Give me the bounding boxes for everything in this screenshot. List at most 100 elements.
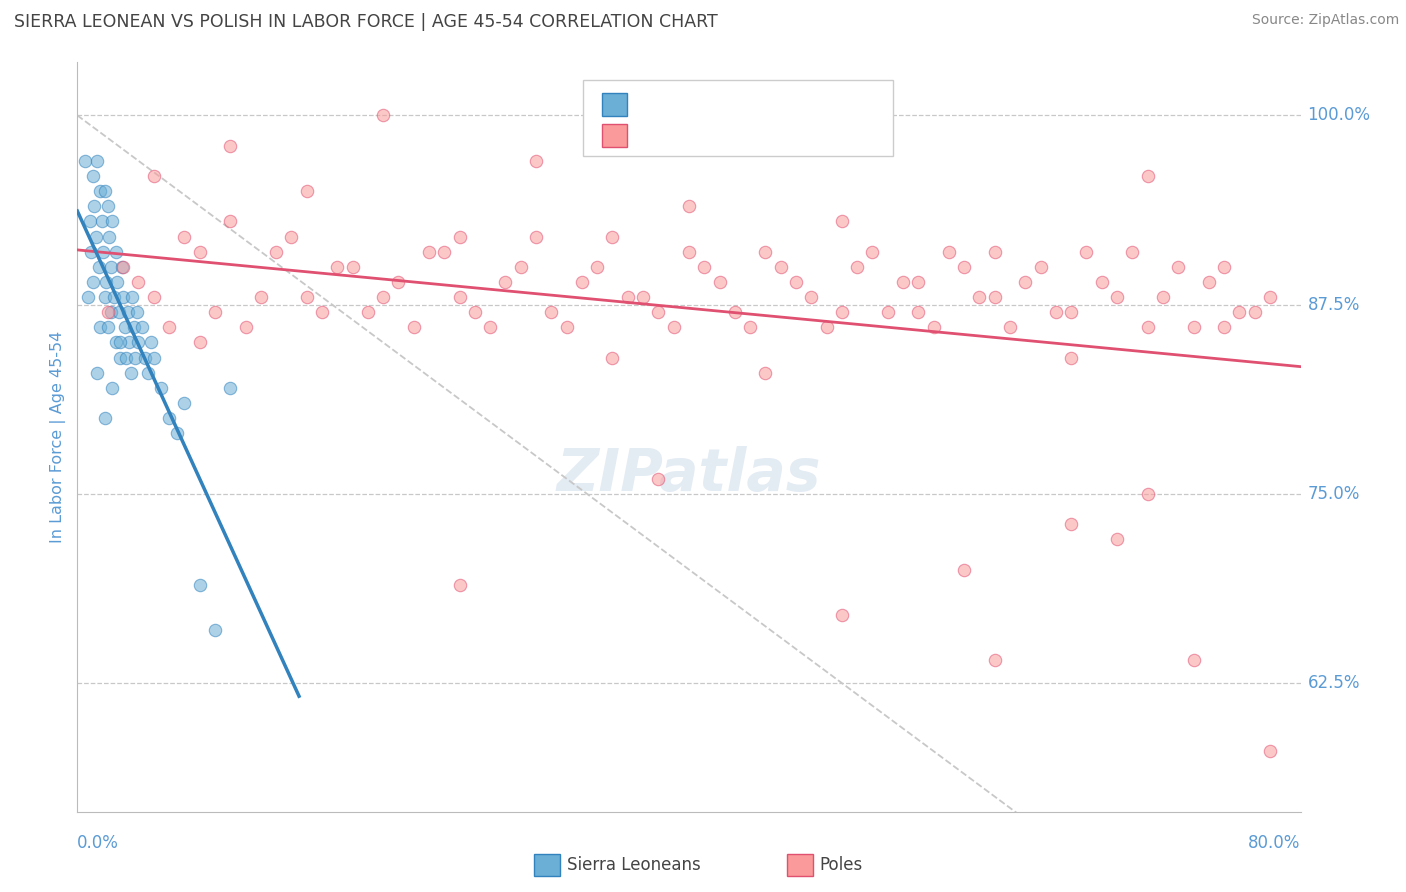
Point [449, 229, 471, 244]
Point [342, 260, 364, 274]
Point [1258, 744, 1281, 758]
Text: SIERRA LEONEAN VS POLISH IN LABOR FORCE | AGE 45-54 CORRELATION CHART: SIERRA LEONEAN VS POLISH IN LABOR FORCE … [14, 13, 718, 31]
Point [371, 290, 394, 304]
Point [83, 199, 105, 213]
Point [479, 320, 502, 334]
Point [295, 290, 318, 304]
Point [1121, 244, 1143, 259]
Point [86, 366, 108, 380]
Point [107, 305, 129, 319]
Point [311, 305, 333, 319]
Y-axis label: In Labor Force | Age 45-54: In Labor Force | Age 45-54 [51, 331, 66, 543]
Point [90, 214, 112, 228]
Point [89, 184, 111, 198]
Point [1060, 305, 1083, 319]
Point [1029, 260, 1052, 274]
Text: ZIPatlas: ZIPatlas [557, 446, 821, 503]
Text: 62.5%: 62.5% [1308, 674, 1360, 692]
Text: Poles: Poles [820, 856, 863, 874]
Point [449, 290, 471, 304]
Point [82, 169, 104, 183]
Point [79, 214, 101, 228]
Point [1182, 320, 1205, 334]
Point [219, 138, 242, 153]
Point [586, 260, 609, 274]
Point [115, 351, 138, 365]
Point [150, 381, 173, 395]
Point [139, 335, 162, 350]
Point [555, 320, 578, 334]
Point [173, 396, 195, 410]
Point [907, 275, 929, 289]
Point [94, 184, 117, 198]
Point [1229, 305, 1251, 319]
Point [166, 426, 188, 441]
Point [678, 244, 700, 259]
Point [134, 351, 156, 365]
Point [1014, 275, 1036, 289]
Text: -0.261: -0.261 [681, 95, 745, 113]
Point [984, 653, 1007, 667]
Point [969, 290, 991, 304]
Point [1182, 653, 1205, 667]
Point [94, 290, 117, 304]
Point [524, 153, 547, 168]
Point [104, 244, 127, 259]
Point [907, 305, 929, 319]
Point [449, 577, 471, 591]
Point [984, 244, 1007, 259]
Point [77, 290, 100, 304]
Point [131, 320, 153, 334]
Point [98, 229, 121, 244]
Point [204, 305, 226, 319]
Text: 87.5%: 87.5% [1308, 295, 1360, 314]
Point [876, 305, 898, 319]
Point [602, 351, 624, 365]
Point [1258, 290, 1281, 304]
Point [647, 305, 669, 319]
Point [86, 153, 108, 168]
Point [1213, 320, 1236, 334]
Point [188, 577, 211, 591]
Point [418, 244, 440, 259]
Point [617, 290, 640, 304]
Point [157, 411, 180, 425]
Point [831, 214, 853, 228]
Point [509, 260, 531, 274]
Point [1107, 533, 1129, 547]
Point [953, 260, 976, 274]
Point [831, 607, 853, 622]
Point [122, 320, 145, 334]
Point [94, 411, 117, 425]
Point [785, 275, 807, 289]
Point [97, 199, 120, 213]
Point [103, 290, 125, 304]
Point [357, 305, 380, 319]
Point [1060, 351, 1083, 365]
Point [219, 381, 242, 395]
Point [87, 260, 110, 274]
Point [495, 275, 517, 289]
Point [124, 351, 146, 365]
Point [754, 244, 776, 259]
Point [724, 305, 747, 319]
Point [740, 320, 762, 334]
Point [371, 108, 394, 122]
Point [1091, 275, 1114, 289]
Text: R =: R = [638, 95, 675, 113]
Point [127, 275, 149, 289]
Point [188, 244, 211, 259]
Point [97, 320, 120, 334]
Text: N =: N = [747, 127, 783, 145]
Point [540, 305, 562, 319]
Point [387, 275, 409, 289]
Point [998, 320, 1021, 334]
Point [100, 260, 122, 274]
Point [678, 199, 700, 213]
Text: 0.0%: 0.0% [77, 834, 120, 852]
Point [1136, 320, 1159, 334]
Point [97, 305, 120, 319]
Point [117, 305, 139, 319]
Point [264, 244, 287, 259]
Point [1213, 260, 1236, 274]
